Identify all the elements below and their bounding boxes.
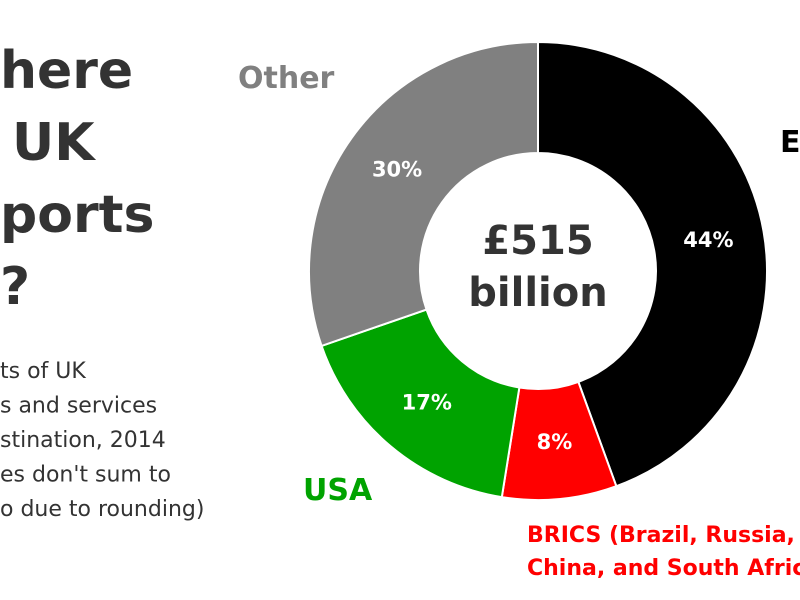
category-label: BRICS (Brazil, Russia, I — [527, 523, 800, 548]
value-label: 30% — [372, 158, 422, 182]
title-line: ? — [0, 257, 30, 317]
subtitle-line: stination, 2014 — [0, 428, 166, 453]
subtitle-line: es don't sum to — [0, 463, 171, 488]
value-label: 8% — [537, 430, 573, 454]
donut-slice — [537, 40, 768, 488]
subtitle-line: ts of UK — [0, 359, 86, 384]
center-text: £515 — [482, 218, 593, 264]
category-label: China, and South Afric — [527, 556, 800, 581]
donut-slice — [308, 40, 539, 348]
title-line: here — [0, 41, 133, 101]
subtitle-line: s and services — [0, 394, 157, 419]
donut-slice — [320, 308, 521, 499]
title-line: ports — [0, 185, 154, 245]
category-label: Other — [238, 61, 335, 96]
category-label: E — [780, 125, 800, 160]
center-text: billion — [468, 270, 607, 316]
category-label: USA — [303, 473, 373, 508]
title-line: UK — [12, 113, 96, 173]
value-label: 17% — [402, 391, 452, 415]
subtitle-line: o due to rounding) — [0, 497, 204, 522]
value-label: 44% — [683, 228, 733, 252]
